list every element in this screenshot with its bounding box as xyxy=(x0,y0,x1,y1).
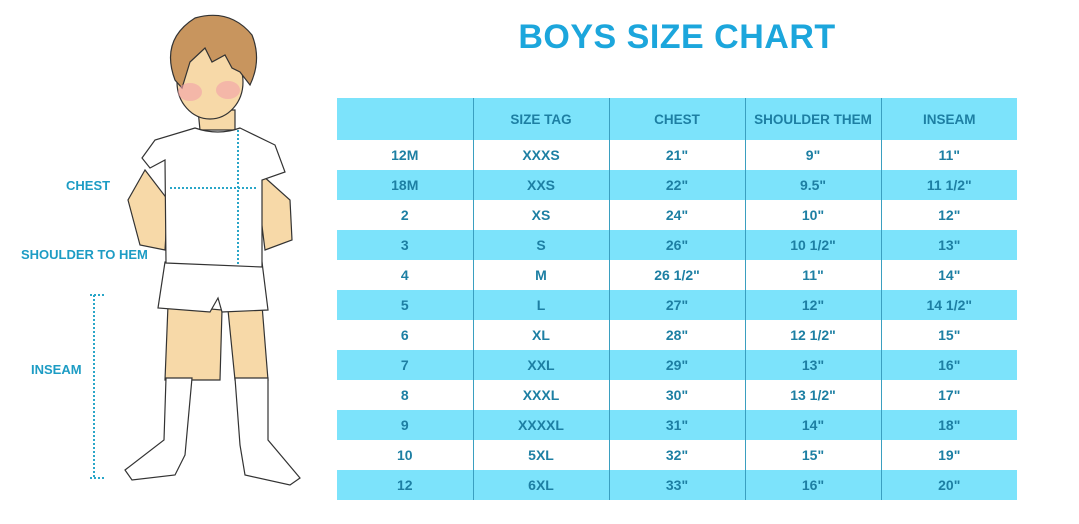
table-cell: 28" xyxy=(608,320,745,350)
table-cell: 11 1/2" xyxy=(880,170,1017,200)
chest-label: CHEST xyxy=(66,178,111,193)
table-cell: 27" xyxy=(608,290,745,320)
column-header xyxy=(337,98,473,140)
table-cell: 16" xyxy=(880,350,1017,380)
table-cell: 13" xyxy=(744,350,881,380)
table-cell: 4 xyxy=(400,267,409,283)
table-row: 4 M 26 1/2" 11" 14" xyxy=(337,260,1017,290)
table-cell: 2 xyxy=(400,207,409,223)
table-cell: 16" xyxy=(744,470,881,500)
table-cell: 12 xyxy=(337,470,473,500)
table-cell: 12" xyxy=(880,200,1017,230)
table-cell: 5 xyxy=(337,290,473,320)
table-row: 9 XXXXL 31" 14" 18" xyxy=(337,410,1017,440)
table-cell: 10 xyxy=(396,447,413,463)
boy-illustration xyxy=(90,14,301,486)
table-cell: 21" xyxy=(608,140,745,170)
table-cell: 12M xyxy=(391,147,419,163)
table-cell: XXXL xyxy=(472,380,609,410)
table-cell: 18M xyxy=(337,170,473,200)
table-cell: 24" xyxy=(608,200,745,230)
table-header-row: SIZE TAG CHEST SHOULDER THEM INSEAM xyxy=(337,98,1017,140)
table-cell: 32" xyxy=(608,440,745,470)
column-header: CHEST xyxy=(608,98,745,140)
size-table: SIZE TAG CHEST SHOULDER THEM INSEAM 12M XXXS… xyxy=(337,98,1017,500)
table-cell: 6 xyxy=(400,327,409,343)
table-cell: 7 xyxy=(337,350,473,380)
table-cell: 19" xyxy=(880,440,1017,470)
shoulder-to-hem-label: SHOULDER TO HEM xyxy=(21,247,148,262)
table-cell: 17" xyxy=(880,380,1017,410)
table-cell: 33" xyxy=(608,470,745,500)
table-cell: XXS xyxy=(472,170,609,200)
table-cell: 18" xyxy=(880,410,1017,440)
table-row: 7 XXL 29" 13" 16" xyxy=(337,350,1017,380)
table-cell: 12 1/2" xyxy=(744,320,881,350)
column-header: INSEAM xyxy=(880,98,1017,140)
table-row: 2 XS 24" 10" 12" xyxy=(337,200,1017,230)
table-cell: 14 1/2" xyxy=(880,290,1017,320)
table-cell: 30" xyxy=(608,380,745,410)
table-cell: 15" xyxy=(880,320,1017,350)
table-cell: XXXXL xyxy=(472,410,609,440)
table-cell: 6XL xyxy=(472,470,609,500)
column-header: SHOULDER THEM xyxy=(744,98,881,140)
table-row: 18M XXS 22" 9.5" 11 1/2" xyxy=(337,170,1017,200)
table-row: 3 S 26" 10 1/2" 13" xyxy=(337,230,1017,260)
column-header: SIZE TAG xyxy=(472,98,609,140)
table-cell: 8 xyxy=(400,387,409,403)
page-title: BOYS SIZE CHART xyxy=(518,18,836,56)
table-cell: 26" xyxy=(608,230,745,260)
table-row: 10 5XL 32" 15" 19" xyxy=(337,440,1017,470)
table-row: 6 XL 28" 12 1/2" 15" xyxy=(337,320,1017,350)
table-row: 5 L 27" 12" 14 1/2" xyxy=(337,290,1017,320)
table-cell: 29" xyxy=(608,350,745,380)
table-cell: XXXS xyxy=(472,140,609,170)
table-cell: 9.5" xyxy=(744,170,881,200)
table-row: 8 XXXL 30" 13 1/2" 17" xyxy=(337,380,1017,410)
table-cell: 15" xyxy=(744,440,881,470)
table-cell: 5XL xyxy=(472,440,609,470)
table-cell: 26 1/2" xyxy=(608,260,745,290)
inseam-label: INSEAM xyxy=(31,362,82,377)
table-row: 12 6XL 33" 16" 20" xyxy=(337,470,1017,500)
table-cell: M xyxy=(472,260,609,290)
table-cell: 3 xyxy=(337,230,473,260)
table-cell: 31" xyxy=(608,410,745,440)
table-cell: 11" xyxy=(744,260,881,290)
table-cell: 10" xyxy=(744,200,881,230)
table-cell: L xyxy=(472,290,609,320)
table-cell: 9 xyxy=(337,410,473,440)
table-cell: XS xyxy=(472,200,609,230)
table-cell: 10 1/2" xyxy=(744,230,881,260)
table-cell: 9" xyxy=(744,140,881,170)
table-cell: S xyxy=(472,230,609,260)
table-cell: 13 1/2" xyxy=(744,380,881,410)
table-cell: 12" xyxy=(744,290,881,320)
table-cell: 14" xyxy=(880,260,1017,290)
table-cell: 14" xyxy=(744,410,881,440)
table-cell: 11" xyxy=(880,140,1017,170)
table-cell: 13" xyxy=(880,230,1017,260)
table-cell: XL xyxy=(472,320,609,350)
table-cell: 20" xyxy=(880,470,1017,500)
table-row: 12M XXXS 21" 9" 11" xyxy=(337,140,1017,170)
table-cell: 22" xyxy=(608,170,745,200)
table-cell: XXL xyxy=(472,350,609,380)
